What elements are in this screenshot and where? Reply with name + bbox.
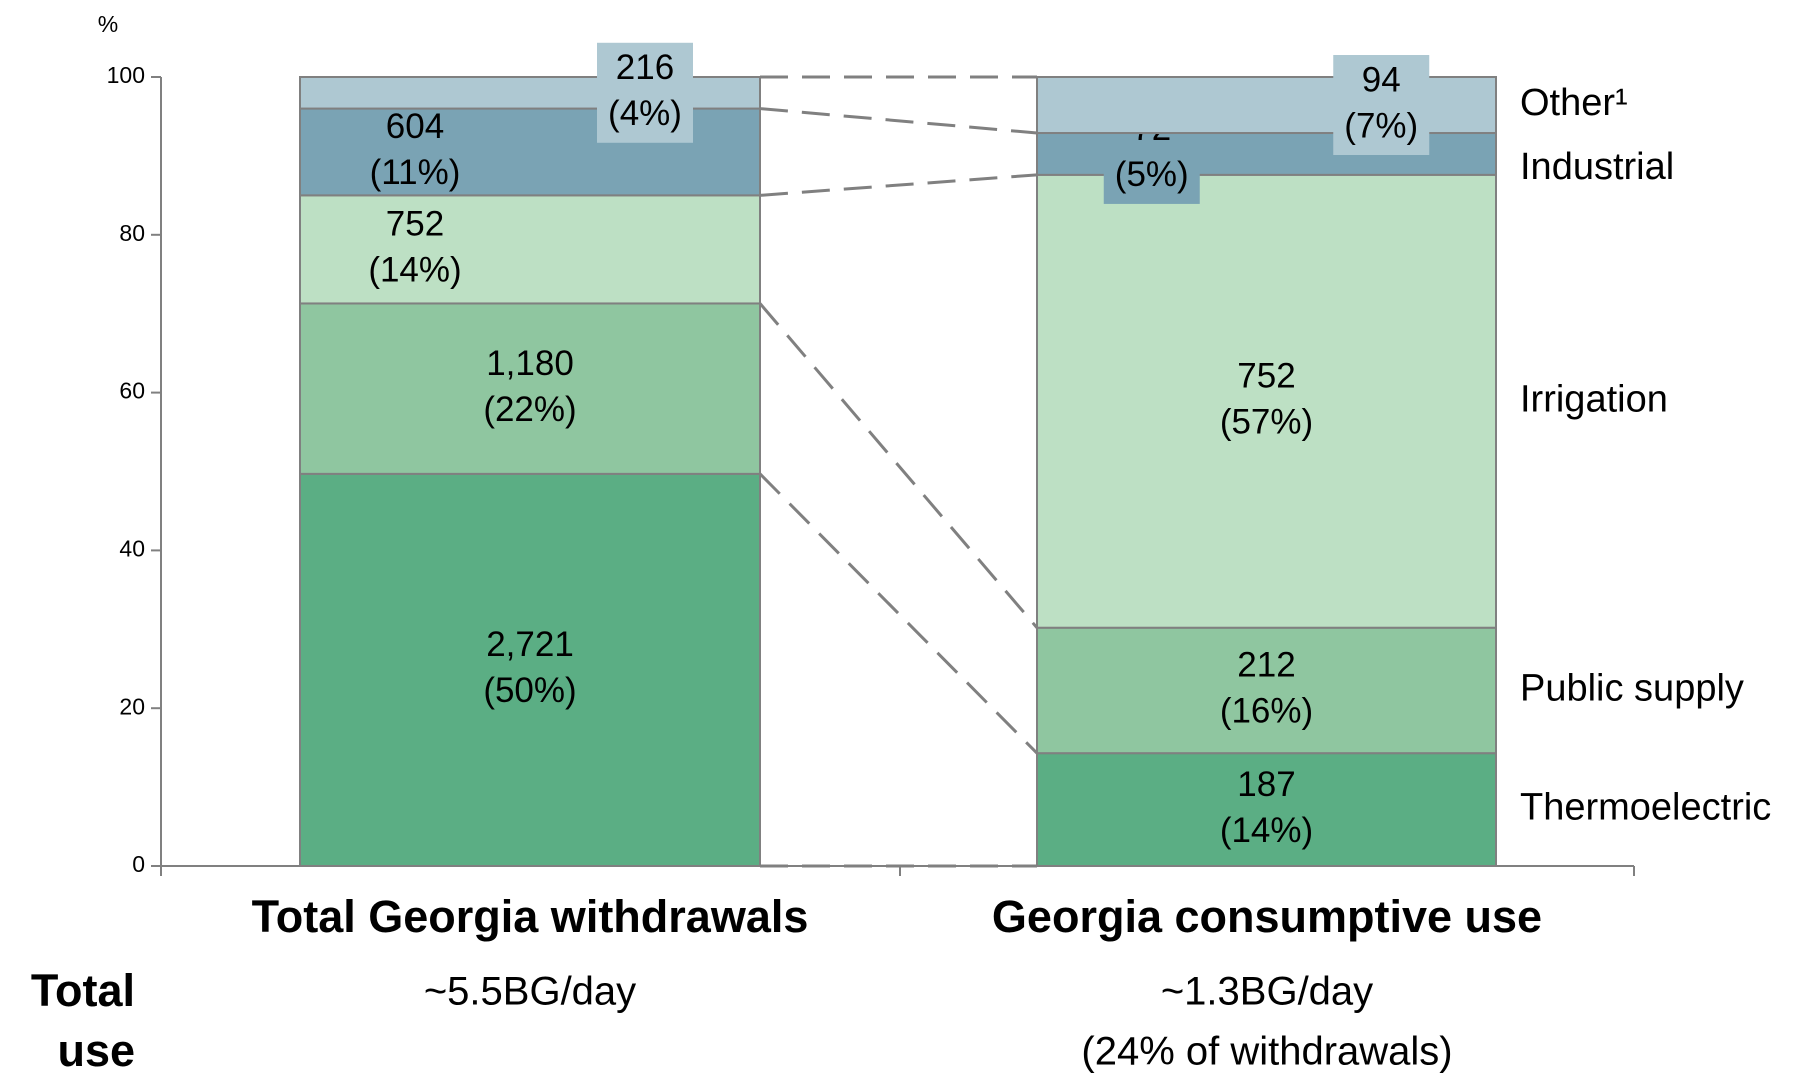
label-box bbox=[367, 199, 463, 300]
data-label-amount: 604 bbox=[386, 107, 444, 146]
category-sublabel: (24% of withdrawals) bbox=[1081, 1030, 1452, 1074]
data-label-amount: 187 bbox=[1237, 765, 1295, 804]
connector bbox=[758, 472, 1039, 755]
label-box bbox=[597, 42, 693, 143]
data-label-percent: (16%) bbox=[1220, 692, 1313, 731]
y-tick-label: 40 bbox=[119, 535, 145, 561]
connector bbox=[758, 302, 1039, 629]
data-label-amount: 752 bbox=[386, 205, 444, 244]
data-label-percent: (5%) bbox=[1115, 155, 1189, 194]
data-label-percent: (14%) bbox=[1220, 811, 1313, 850]
data-label-percent: (11%) bbox=[370, 153, 461, 192]
category-label: Georgia consumptive use bbox=[992, 891, 1542, 942]
connector bbox=[759, 107, 1038, 135]
data-label-amount: 752 bbox=[1237, 357, 1295, 396]
y-tick-label: 20 bbox=[119, 693, 145, 719]
bar-segment bbox=[1036, 626, 1497, 755]
legend-label: Public supply bbox=[1520, 667, 1744, 709]
bar-segment bbox=[299, 302, 761, 475]
category-sublabel: ~5.5BG/day bbox=[424, 970, 636, 1014]
category-sublabel: ~1.3BG/day bbox=[1161, 970, 1373, 1014]
legend-label: Thermoelectric bbox=[1520, 787, 1771, 829]
bar-segment bbox=[1036, 752, 1497, 867]
data-label-amount: 212 bbox=[1237, 646, 1295, 685]
data-label-percent: (4%) bbox=[608, 94, 682, 133]
label-box bbox=[1333, 55, 1430, 156]
data-label-percent: (7%) bbox=[1344, 106, 1418, 145]
data-label-percent: (57%) bbox=[1220, 403, 1313, 442]
y-unit: % bbox=[98, 11, 118, 37]
data-label-percent: (50%) bbox=[483, 671, 576, 710]
bar-segment bbox=[1036, 173, 1497, 629]
y-tick-label: 0 bbox=[132, 851, 145, 877]
category-label: Total Georgia withdrawals bbox=[252, 891, 809, 942]
data-label-amount: 216 bbox=[616, 48, 674, 87]
row-label: use bbox=[57, 1025, 135, 1076]
data-label-amount: 2,721 bbox=[486, 625, 574, 664]
legend-label: Other¹ bbox=[1520, 82, 1628, 124]
legend-label: Industrial bbox=[1520, 146, 1674, 188]
y-tick-label: 100 bbox=[107, 62, 145, 88]
data-label-percent: (14%) bbox=[368, 251, 461, 290]
data-label-amount: 94 bbox=[1362, 60, 1401, 99]
row-label: Total bbox=[31, 965, 135, 1016]
y-tick-label: 60 bbox=[119, 378, 145, 404]
bar-segment bbox=[299, 472, 761, 867]
legend-label: Irrigation bbox=[1520, 378, 1668, 420]
y-tick-label: 80 bbox=[119, 220, 145, 246]
data-label-amount: 1,180 bbox=[486, 344, 574, 383]
data-label-percent: (22%) bbox=[483, 390, 576, 429]
connector bbox=[759, 173, 1038, 197]
